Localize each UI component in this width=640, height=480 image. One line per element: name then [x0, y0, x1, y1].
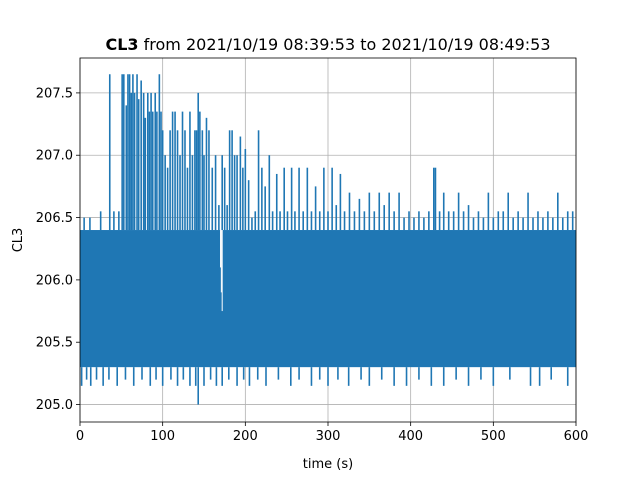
x-tick-label: 100	[150, 429, 175, 444]
y-tick-label: 205.0	[36, 398, 73, 413]
y-tick-label: 207.0	[36, 149, 73, 164]
y-ticks: 205.0 205.5 206.0 206.5 207.0 207.5	[36, 86, 80, 413]
x-tick-label: 600	[564, 429, 589, 444]
y-axis-label: CL3	[11, 228, 26, 253]
x-ticks: 0 100 200 300 400 500 600	[76, 422, 589, 444]
y-tick-label: 207.5	[36, 86, 73, 101]
y-tick-label: 206.5	[36, 211, 73, 226]
y-tick-label: 206.0	[36, 273, 73, 288]
x-tick-label: 300	[316, 429, 341, 444]
x-tick-label: 0	[76, 429, 84, 444]
chart-title: CL3 from 2021/10/19 08:39:53 to 2021/10/…	[105, 35, 550, 54]
x-tick-label: 200	[233, 429, 258, 444]
y-tick-label: 205.5	[36, 336, 73, 351]
title-bold: CL3	[105, 35, 138, 54]
data-layer	[80, 74, 576, 405]
title-rest: from 2021/10/19 08:39:53 to 2021/10/19 0…	[139, 35, 551, 54]
x-axis-label: time (s)	[303, 457, 353, 472]
x-tick-label: 500	[481, 429, 506, 444]
x-tick-label: 400	[398, 429, 423, 444]
series-band	[80, 230, 576, 368]
